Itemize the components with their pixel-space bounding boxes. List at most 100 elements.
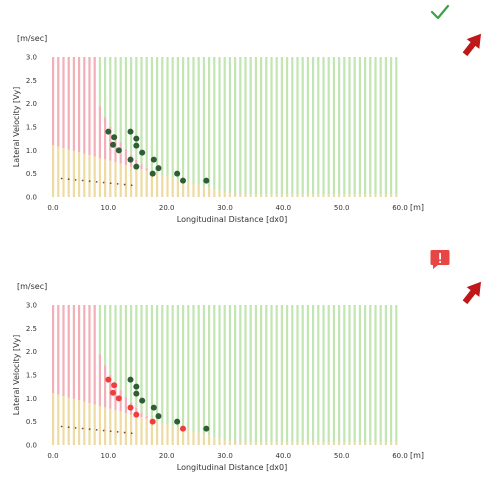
caution-zone-stripe bbox=[302, 443, 304, 445]
caution-zone-stripe bbox=[250, 195, 252, 197]
caution-zone-stripe bbox=[130, 166, 132, 197]
safe-zone-stripe bbox=[224, 57, 226, 192]
safe-point bbox=[128, 377, 134, 383]
caution-zone-stripe bbox=[187, 430, 189, 445]
safe-zone-stripe bbox=[151, 305, 153, 420]
y-axis-title: Lateral Velocity [Vy] bbox=[12, 335, 21, 416]
safe-zone-stripe bbox=[99, 57, 101, 106]
caution-zone-stripe bbox=[198, 185, 200, 197]
trail-point bbox=[124, 432, 126, 434]
caution-zone-stripe bbox=[348, 443, 350, 445]
safe-zone-stripe bbox=[161, 305, 163, 423]
safe-zone-stripe bbox=[364, 305, 366, 443]
caution-zone-stripe bbox=[296, 443, 298, 445]
safe-zone-stripe bbox=[385, 57, 387, 195]
caution-zone-stripe bbox=[140, 169, 142, 197]
safe-zone-stripe bbox=[307, 305, 309, 443]
safe-zone-stripe bbox=[354, 57, 356, 195]
danger-zone-stripe bbox=[94, 305, 96, 405]
caution-zone-stripe bbox=[234, 195, 236, 197]
x-axis-title: Longitudinal Distance [dx0] bbox=[177, 463, 288, 472]
safe-point bbox=[110, 142, 116, 148]
safe-zone-stripe bbox=[234, 305, 236, 442]
caution-zone-stripe bbox=[244, 195, 246, 197]
safe-zone-stripe bbox=[250, 57, 252, 195]
safe-zone-stripe bbox=[302, 305, 304, 443]
caution-zone-stripe bbox=[338, 195, 340, 197]
safe-zone-stripe bbox=[239, 57, 241, 194]
caution-zone-stripe bbox=[172, 426, 174, 445]
danger-zone-stripe bbox=[83, 57, 85, 154]
caution-zone-stripe bbox=[255, 195, 257, 197]
trail-point bbox=[117, 431, 119, 433]
caution-zone-stripe bbox=[120, 164, 122, 197]
safe-zone-stripe bbox=[286, 305, 288, 443]
trail-point bbox=[82, 180, 84, 182]
safe-zone-stripe bbox=[198, 305, 200, 433]
caution-zone-stripe bbox=[317, 195, 319, 197]
safe-zone-stripe bbox=[260, 305, 262, 443]
safe-point bbox=[174, 419, 180, 425]
safe-zone-stripe bbox=[281, 57, 283, 195]
safe-zone-stripe bbox=[395, 57, 397, 195]
y-tick-label: 0.5 bbox=[26, 170, 37, 178]
caution-zone-stripe bbox=[385, 443, 387, 445]
caution-zone-stripe bbox=[156, 422, 158, 445]
safe-zone-stripe bbox=[156, 57, 158, 174]
caution-zone-stripe bbox=[322, 195, 324, 197]
trail-point bbox=[89, 180, 91, 182]
safe-point bbox=[150, 171, 156, 177]
trail-point bbox=[75, 427, 77, 429]
caution-zone-stripe bbox=[224, 192, 226, 197]
safe-point bbox=[133, 391, 139, 397]
trail-point bbox=[124, 184, 126, 186]
safe-zone-stripe bbox=[244, 305, 246, 442]
risk-point bbox=[133, 412, 139, 418]
trail-point bbox=[68, 426, 70, 428]
x-tick-label: 40.0 bbox=[276, 452, 292, 460]
safe-zone-stripe bbox=[312, 57, 314, 195]
safe-zone-stripe bbox=[182, 305, 184, 429]
safe-zone-stripe bbox=[166, 57, 168, 176]
y-axis-title: Lateral Velocity [Vy] bbox=[12, 87, 21, 168]
caution-zone-stripe bbox=[109, 161, 111, 197]
caution-zone-stripe bbox=[328, 443, 330, 445]
danger-zone-stripe bbox=[52, 305, 54, 393]
caution-zone-stripe bbox=[333, 195, 335, 197]
caution-zone-stripe bbox=[291, 195, 293, 197]
caution-zone-stripe bbox=[270, 195, 272, 197]
y-tick-label: 2.5 bbox=[26, 325, 37, 333]
caution-zone-stripe bbox=[385, 195, 387, 197]
trail-point bbox=[61, 426, 63, 428]
safe-zone-stripe bbox=[348, 57, 350, 195]
danger-zone-stripe bbox=[73, 57, 75, 151]
y-unit-label: [m/sec] bbox=[17, 282, 47, 291]
trail-point bbox=[82, 428, 84, 430]
safe-point bbox=[151, 157, 157, 163]
caution-zone-stripe bbox=[125, 165, 127, 197]
caution-zone-stripe bbox=[52, 145, 54, 197]
danger-zone-stripe bbox=[140, 164, 142, 169]
caution-zone-stripe bbox=[140, 417, 142, 445]
caution-zone-stripe bbox=[354, 443, 356, 445]
caution-zone-stripe bbox=[328, 195, 330, 197]
x-tick-label: 50.0 bbox=[334, 452, 350, 460]
caution-zone-stripe bbox=[390, 443, 392, 445]
safe-zone-stripe bbox=[343, 57, 345, 195]
safe-zone-stripe bbox=[343, 305, 345, 443]
safe-zone-stripe bbox=[114, 57, 116, 135]
caution-zone-stripe bbox=[229, 193, 231, 197]
caution-zone-stripe bbox=[234, 443, 236, 445]
caution-zone-stripe bbox=[291, 443, 293, 445]
safe-point bbox=[139, 398, 145, 404]
x-tick-label: 60.0 bbox=[392, 452, 408, 460]
safe-zone-stripe bbox=[374, 305, 376, 443]
caution-zone-stripe bbox=[208, 188, 210, 197]
safe-zone-stripe bbox=[338, 305, 340, 443]
risk-point bbox=[110, 390, 116, 396]
safe-zone-stripe bbox=[99, 305, 101, 354]
x-tick-label: 20.0 bbox=[159, 204, 175, 212]
safe-zone-stripe bbox=[213, 57, 215, 189]
safe-zone-stripe bbox=[328, 305, 330, 443]
caution-zone-stripe bbox=[348, 195, 350, 197]
